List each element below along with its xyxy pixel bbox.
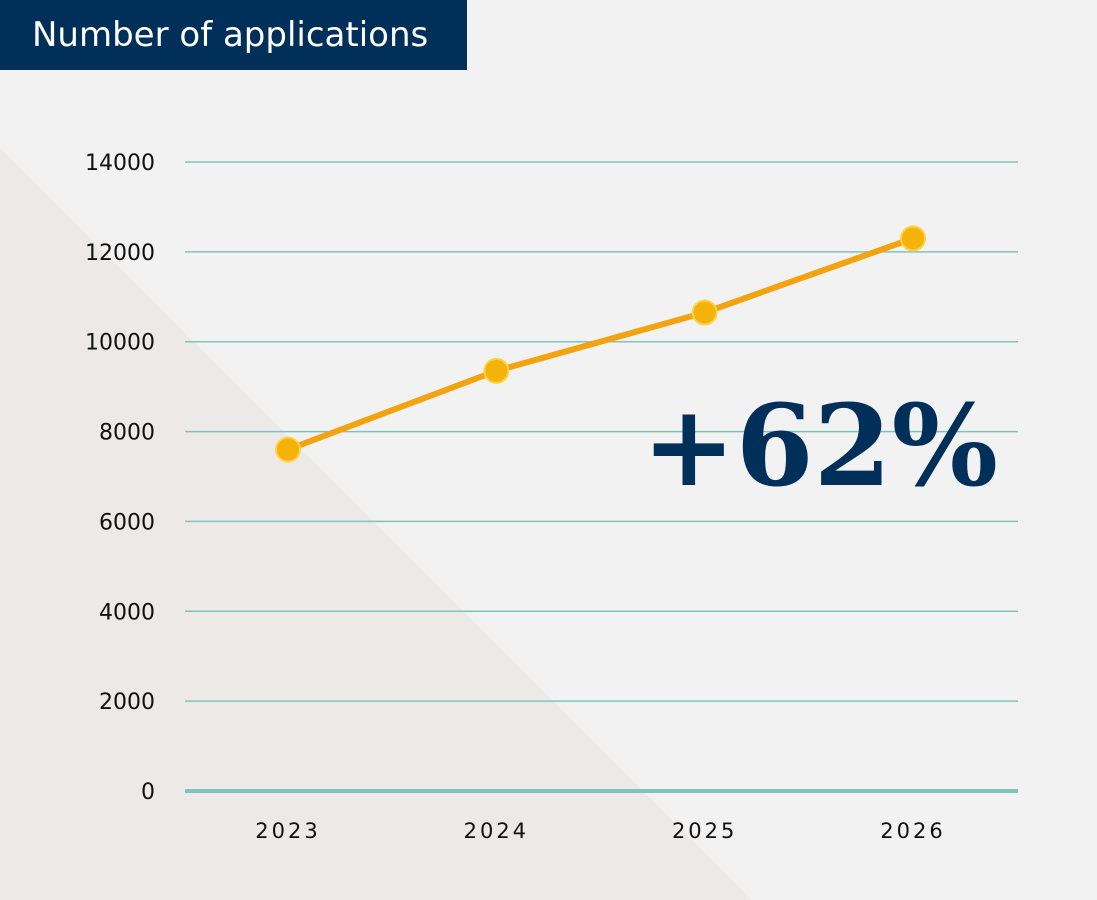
- data-point: [900, 225, 926, 252]
- y-tick-label: 0: [141, 780, 155, 805]
- data-point: [275, 436, 301, 463]
- y-tick-label: 14000: [85, 151, 155, 176]
- series-line: [286, 235, 915, 453]
- y-tick-label: 10000: [85, 331, 155, 356]
- x-tick-label: 2023: [255, 819, 320, 843]
- y-tick-label: 8000: [99, 421, 155, 446]
- y-tick-label: 6000: [99, 510, 155, 535]
- page-title: Number of applications: [32, 15, 429, 55]
- data-point: [691, 299, 718, 326]
- x-tick-label: 2026: [880, 819, 945, 843]
- y-axis-ticks: 0 2000 4000 6000 8000 10000 12000 14000: [85, 151, 155, 805]
- title-banner: Number of applications: [0, 0, 467, 70]
- x-tick-label: 2025: [672, 819, 737, 843]
- y-tick-label: 12000: [85, 241, 155, 266]
- y-tick-label: 2000: [99, 690, 155, 715]
- growth-callout: +62%: [642, 381, 998, 512]
- series-layer: [275, 225, 926, 463]
- x-axis-ticks: 2023 2024 2025 2026: [255, 819, 945, 843]
- x-tick-label: 2024: [464, 819, 529, 843]
- data-point: [483, 357, 510, 384]
- y-tick-label: 4000: [99, 600, 155, 625]
